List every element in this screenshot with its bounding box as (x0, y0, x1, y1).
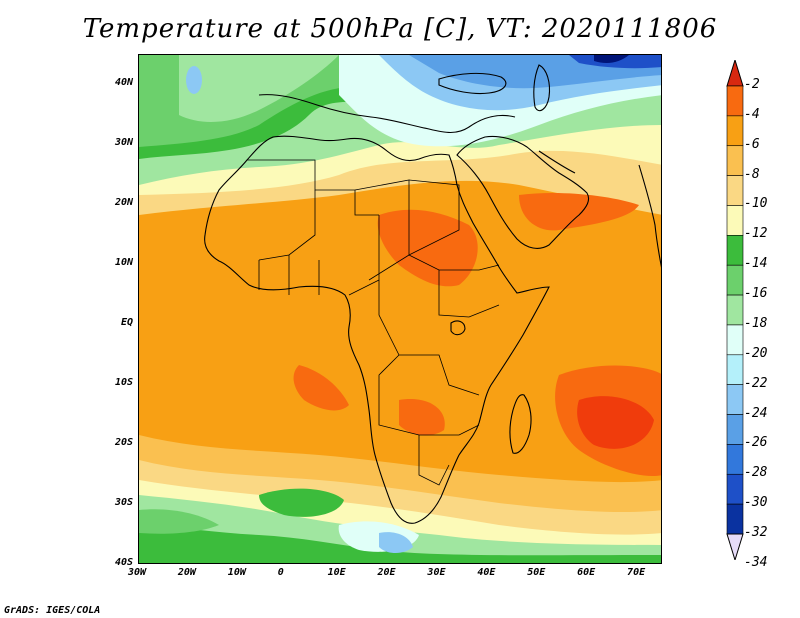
lon-tick-label: 10E (327, 567, 346, 578)
colorbar-swatch (726, 205, 744, 236)
map-canvas (139, 55, 661, 563)
colorbar-swatch (726, 444, 744, 475)
colorbar-swatch (726, 473, 744, 505)
india-coastline (638, 164, 661, 268)
lat-tick-label: 20N (114, 197, 133, 208)
lon-tick-label: 20W (177, 567, 196, 578)
lat-tick-label: 30N (114, 137, 133, 148)
colorbar-swatch (726, 85, 744, 117)
lon-tick-label: 70E (627, 567, 646, 578)
colorbar-tick-label: -26 (744, 435, 768, 451)
colorbar-top-triangle (726, 60, 744, 87)
colorbar-tick-label: -10 (744, 196, 768, 212)
persian-gulf-coastline (538, 150, 576, 174)
mid-green-south-blob (139, 509, 219, 534)
colorbar-swatch (726, 503, 744, 535)
navy-north (594, 55, 629, 63)
warm-patch-west (293, 365, 349, 411)
lat-tick-label: 40S (114, 557, 133, 568)
colorbar-tick-label: -34 (744, 554, 768, 570)
border-lines (258, 190, 316, 261)
colorbar-tick-label: -12 (744, 226, 768, 242)
colorbar-swatch (726, 384, 744, 415)
colorbar-tick-label: -6 (744, 136, 760, 152)
warm-patch-south (399, 399, 445, 436)
coastlines (204, 64, 661, 524)
colorbar-tick-label: -28 (744, 465, 768, 481)
colorbar-swatch (726, 145, 744, 176)
credit-text: GrADS: IGES/COLA (4, 605, 101, 616)
black-sea-coastline (438, 72, 507, 95)
colorbar-tick-label: -4 (744, 106, 760, 122)
warm-patch-arabian (519, 193, 639, 231)
colorbar-swatch (726, 294, 744, 326)
madagascar-coastline (509, 394, 532, 454)
colorbar-tick-label: -24 (744, 405, 768, 421)
arabian-peninsula-coastline (456, 135, 590, 249)
light-blue-south (379, 532, 413, 553)
country-borders (247, 159, 500, 486)
border-lines (354, 179, 410, 281)
warm-patch-sudan (377, 209, 478, 287)
lat-tick-label: 30S (114, 497, 133, 508)
temperature-field (139, 55, 661, 563)
caspian-coastline (533, 64, 551, 112)
lon-tick-label: 0 (277, 567, 284, 578)
lat-tick-label: 10S (114, 377, 133, 388)
lon-tick-label: 20E (377, 567, 396, 578)
lon-tick-label: 10W (227, 567, 246, 578)
colorbar-swatch (726, 264, 744, 296)
colorbar-tick-label: -22 (744, 375, 768, 391)
colorbar-tick-label: -8 (744, 166, 760, 182)
colorbar-tick-label: -18 (744, 315, 768, 331)
lat-tick-label: 10N (114, 257, 133, 268)
green-south (139, 525, 661, 563)
border-lines (408, 254, 500, 271)
colorbar-tick-label: -2 (744, 77, 760, 92)
lon-tick-label: 30E (427, 567, 446, 578)
temperature-map (138, 54, 662, 564)
colorbar-swatch (726, 235, 744, 266)
lat-tick-label: 40N (114, 77, 133, 88)
green-south-blob (259, 488, 344, 517)
map-title: Temperature at 500hPa [C], VT: 202011180… (82, 14, 718, 44)
lon-tick-label: 60E (577, 567, 596, 578)
colorbar-tick-label: -20 (744, 345, 768, 361)
lake-victoria (450, 320, 466, 336)
border-lines (418, 435, 450, 486)
border-lines (438, 270, 500, 318)
light-green-northwest (179, 55, 339, 122)
colorbar-tick-label: -32 (744, 525, 768, 540)
border-lines (408, 179, 460, 256)
lat-tick-label: EQ (120, 317, 133, 328)
africa-coastline (204, 135, 550, 524)
colorbar (726, 60, 744, 560)
very-warm-patch-indian-ocean (577, 396, 654, 449)
colorbar-tick-label: -30 (744, 495, 768, 511)
colorbar-swatch (726, 115, 744, 147)
light-blue-blob-nw (186, 66, 202, 94)
colorbar-tick-label: -16 (744, 286, 768, 302)
colorbar-tick-label: -14 (744, 256, 768, 272)
colorbar-swatch (726, 175, 744, 206)
border-lines (378, 280, 480, 396)
colorbar-bottom-triangle (726, 533, 744, 560)
lon-tick-label: 40E (477, 567, 496, 578)
border-lines (378, 354, 480, 436)
colorbar-swatch (726, 414, 744, 445)
lon-tick-label: 30W (128, 567, 147, 578)
lat-tick-label: 20S (114, 437, 133, 448)
lon-tick-label: 50E (527, 567, 546, 578)
colorbar-swatch (726, 324, 744, 356)
europe-coastline (258, 94, 516, 134)
border-lines (258, 255, 320, 295)
colorbar-swatch (726, 354, 744, 385)
border-lines (247, 159, 379, 216)
